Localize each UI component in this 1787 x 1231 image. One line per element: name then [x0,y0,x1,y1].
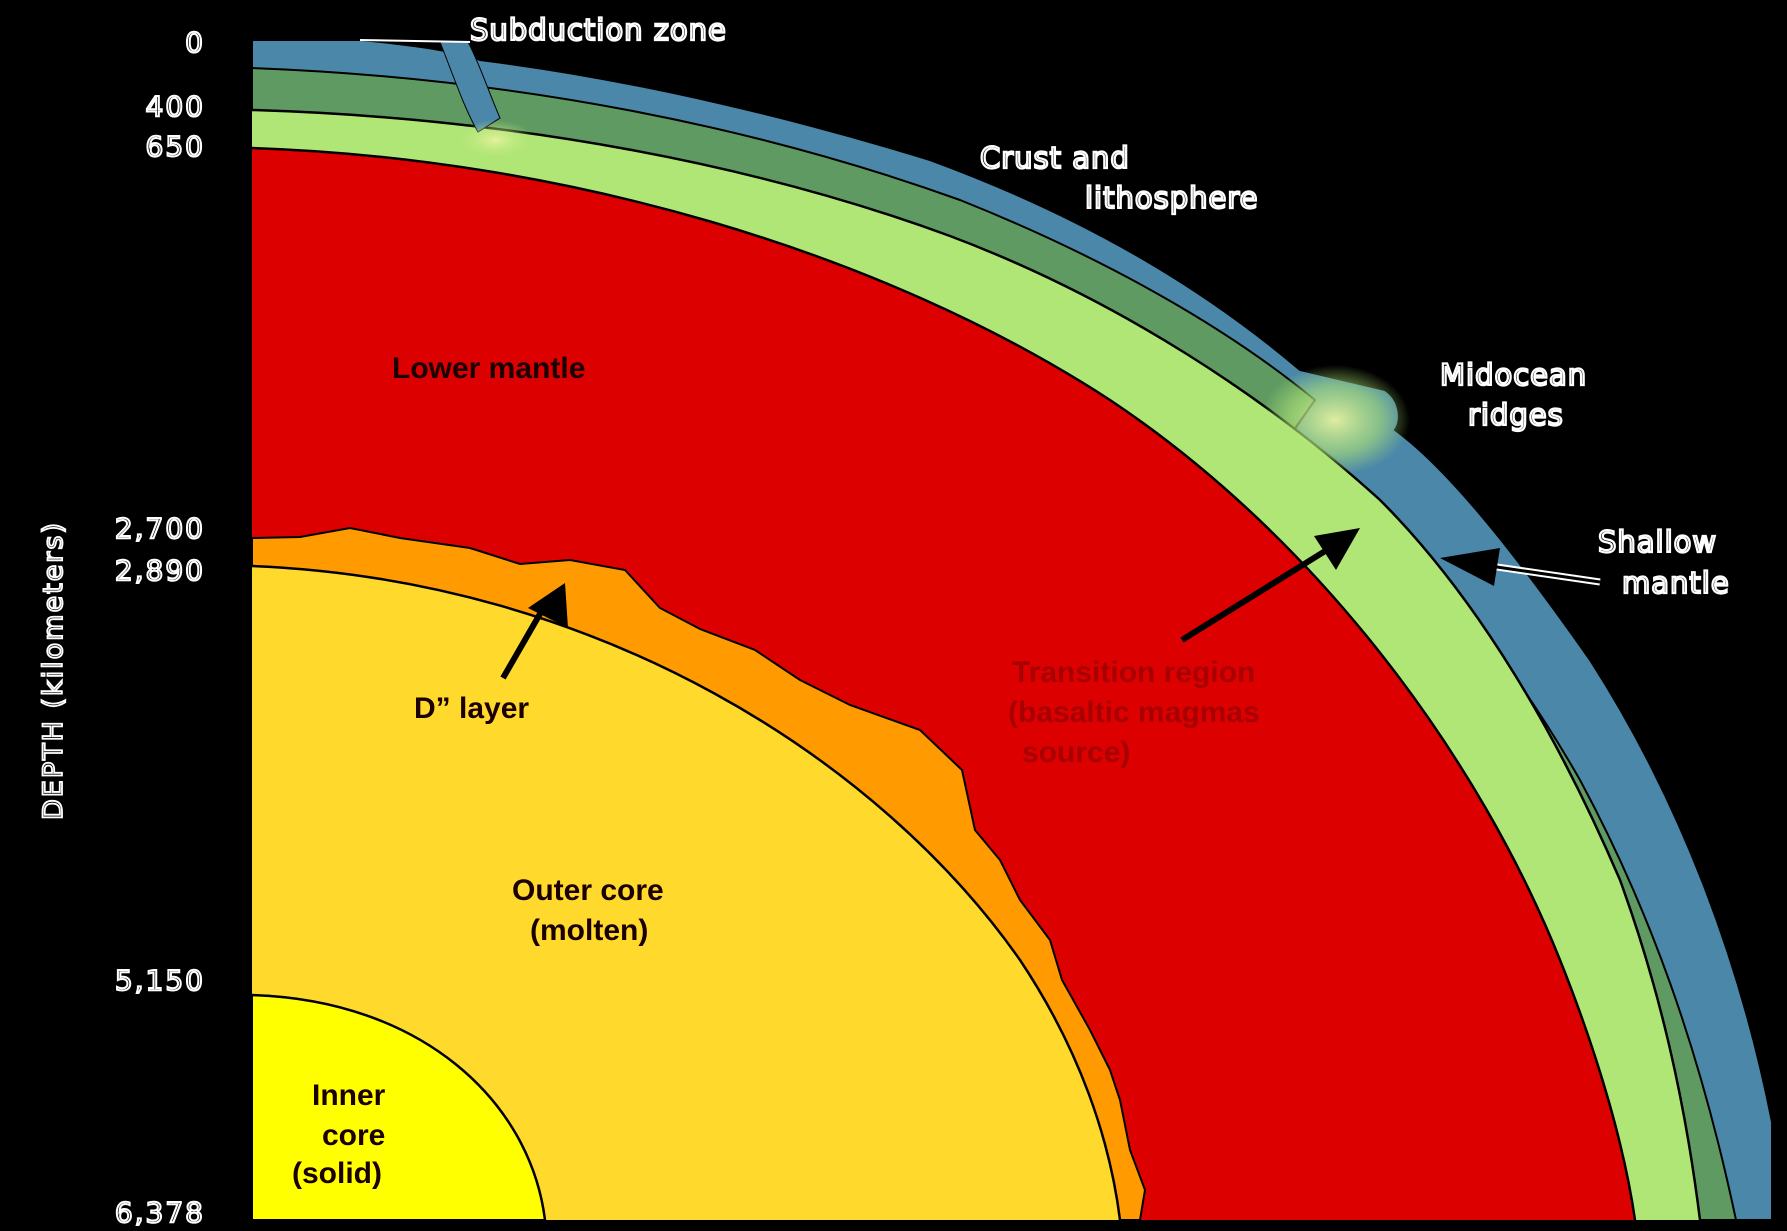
outer-core-boundary [251,564,1122,1221]
d-layer-arrow [500,583,568,680]
label-crust-line2: lithosphere [1085,181,1258,215]
label-inner-core-line2: core [322,1119,385,1152]
label-shallow-line2: mantle [1622,566,1730,600]
depth-tick-label: 0 [185,26,205,59]
depth-tick-label: 2,700 [115,512,205,545]
label-lower-mantle: Lower mantle [392,352,585,385]
transition-arrow [1180,528,1360,643]
label-outer-core-line1: Outer core [512,874,664,907]
outer-core-layer [252,566,1120,1220]
lower-mantle-boundary [251,146,1637,1221]
ridge-glow [1260,365,1410,475]
label-d-layer: D” layer [414,692,529,725]
label-crust-line1: Crust and [980,141,1130,175]
shallow-mantle-arrow [1440,548,1601,586]
depth-axis-title: DEPTH (kilometers) [38,521,69,820]
label-midocean-line2: ridges [1468,398,1564,432]
subduction-slab [439,41,501,133]
depth-tick-label: 650 [146,130,205,163]
depth-tick-label: 2,890 [115,554,205,587]
depth-tick-label: 6,378 [115,1196,205,1229]
depth-tick-label: 400 [146,90,205,123]
subduction-glow [455,120,535,160]
label-transition-line1: Transition region [1012,656,1255,689]
label-transition-line2: (basaltic magmas [1008,696,1260,729]
label-subduction-zone: Subduction zone [470,13,727,47]
label-outer-core-line2: (molten) [530,914,648,947]
depth-axis: 0 400 650 2,700 2,890 5,150 6,378 [114,25,205,1230]
label-shallow-line1: Shallow [1598,525,1717,559]
label-inner-core-line1: Inner [312,1079,386,1112]
label-transition-line3: source) [1022,736,1130,769]
label-midocean-line1: Midocean [1440,358,1587,392]
depth-tick-label: 5,150 [115,964,205,997]
label-inner-core-line3: (solid) [292,1157,382,1190]
inner-core-boundary [251,993,547,1221]
subduction-leader [359,39,471,43]
